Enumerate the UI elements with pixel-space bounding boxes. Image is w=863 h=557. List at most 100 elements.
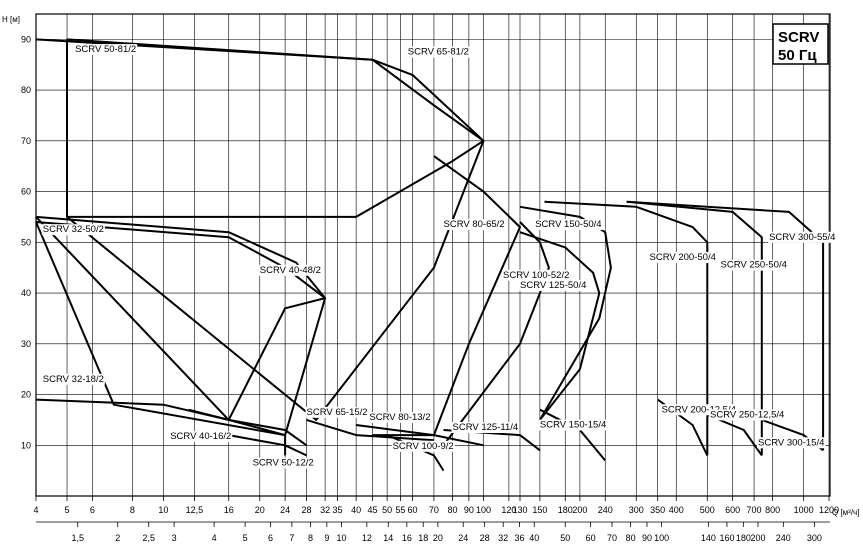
x-tick-label-ls: 40 xyxy=(529,533,539,543)
x-tick-label-m3h: 100 xyxy=(476,505,491,515)
x-axis-title: Q [м³/ч] xyxy=(832,508,859,517)
curve-label: SCRV 32-50/2 xyxy=(43,224,104,235)
x-tick-label-ls: 90 xyxy=(642,533,652,543)
y-tick-label: 20 xyxy=(21,390,31,400)
x-tick-label-m3h: 16 xyxy=(224,505,234,515)
curve-label: SCRV 200-50/4 xyxy=(650,252,716,263)
x-tick-label-ls: 1,5 xyxy=(71,533,84,543)
x-tick-label-ls: 24 xyxy=(458,533,468,543)
x-tick-label-ls: 7 xyxy=(289,533,294,543)
x-tick-label-ls: 32 xyxy=(498,533,508,543)
x-tick-label-m3h: 350 xyxy=(650,505,665,515)
curve-label: SCRV 32-18/2 xyxy=(43,374,104,385)
curve-7 xyxy=(442,221,550,446)
x-tick-label-ls: 2 xyxy=(115,533,120,543)
x-tick-label-m3h: 700 xyxy=(747,505,762,515)
x-tick-label-m3h: 12,5 xyxy=(186,505,204,515)
x-tick-label-m3h: 130 xyxy=(512,505,527,515)
x-tick-label-ls: 6 xyxy=(268,533,273,543)
x-tick-label-m3h: 600 xyxy=(725,505,740,515)
x-tick-label-ls: 60 xyxy=(586,533,596,543)
y-axis-title: H [м] xyxy=(2,15,20,24)
x-tick-label-m3h: 5 xyxy=(65,505,70,515)
x-tick-label-m3h: 400 xyxy=(669,505,684,515)
x-tick-label-m3h: 35 xyxy=(333,505,343,515)
x-tick-label-m3h: 24 xyxy=(280,505,290,515)
curve-label: SCRV 250-50/4 xyxy=(721,260,787,271)
x-tick-label-m3h: 20 xyxy=(255,505,265,515)
x-tick-label-ls: 18 xyxy=(418,533,428,543)
x-tick-label-m3h: 4 xyxy=(33,505,38,515)
y-tick-label: 50 xyxy=(21,237,31,247)
x-tick-label-m3h: 180 xyxy=(558,505,573,515)
x-tick-label-m3h: 500 xyxy=(700,505,715,515)
x-tick-label-ls: 9 xyxy=(324,533,329,543)
curve-14 xyxy=(228,434,307,457)
x-tick-label-ls: 200 xyxy=(750,533,765,543)
curve-label: SCRV 125-11/4 xyxy=(453,422,519,433)
x-tick-label-m3h: 1000 xyxy=(794,505,814,515)
x-tick-label-ls: 12 xyxy=(362,533,372,543)
curve-15 xyxy=(306,418,434,442)
curve-8 xyxy=(519,231,601,421)
x-tick-label-m3h: 800 xyxy=(765,505,780,515)
curve-label: SCRV 40-16/2 xyxy=(170,431,231,442)
curve-2 xyxy=(66,38,485,421)
curve-label: SCRV 80-13/2 xyxy=(369,412,430,423)
x-tick-label-ls: 16 xyxy=(402,533,412,543)
x-tick-label-ls: 300 xyxy=(807,533,822,543)
x-tick-label-m3h: 6 xyxy=(90,505,95,515)
x-tick-label-ls: 8 xyxy=(308,533,313,543)
curve-11 xyxy=(626,200,825,451)
x-tick-label-m3h: 50 xyxy=(382,505,392,515)
x-tick-label-m3h: 32 xyxy=(320,505,330,515)
x-tick-label-m3h: 200 xyxy=(572,505,587,515)
chart-subtitle: 50 Гц xyxy=(778,47,817,64)
curve-16 xyxy=(355,424,484,447)
y-tick-label: 40 xyxy=(21,288,31,298)
x-tick-label-m3h: 1200 xyxy=(819,505,839,515)
y-tick-label: 60 xyxy=(21,187,31,197)
curve-label: SCRV 100-52/2 xyxy=(503,270,569,281)
title-box: SCRV 50 Гц xyxy=(772,23,829,65)
x-tick-label-m3h: 300 xyxy=(629,505,644,515)
x-tick-label-m3h: 8 xyxy=(130,505,135,515)
x-tick-label-m3h: 240 xyxy=(598,505,613,515)
curve-4 xyxy=(35,221,327,437)
y-tick-label: 10 xyxy=(21,440,31,450)
curve-label: SCRV 250-12,5/4 xyxy=(710,409,784,420)
curve-label: SCRV 80-65/2 xyxy=(444,219,505,230)
x-tick-label-m3h: 70 xyxy=(429,505,439,515)
chart-title: SCRV xyxy=(778,29,819,46)
x-tick-label-ls: 36 xyxy=(515,533,525,543)
curve-label: SCRV 100-9/2 xyxy=(393,441,454,452)
y-tick-label: 30 xyxy=(21,339,31,349)
x-tick-label-ls: 3 xyxy=(172,533,177,543)
curve-9 xyxy=(544,200,709,456)
x-tick-label-m3h: 40 xyxy=(351,505,361,515)
y-tick-label: 70 xyxy=(21,136,31,146)
curve-label: SCRV 65-81/2 xyxy=(408,47,469,58)
curve-21 xyxy=(706,413,763,456)
curve-label: SCRV 65-15/2 xyxy=(307,407,368,418)
x-tick-label-m3h: 80 xyxy=(447,505,457,515)
x-tick-label-m3h: 28 xyxy=(302,505,312,515)
curve-10 xyxy=(626,200,763,456)
curve-label: SCRV 125-50/4 xyxy=(520,280,586,291)
x-tick-label-m3h: 60 xyxy=(407,505,417,515)
x-tick-label-ls: 20 xyxy=(433,533,443,543)
x-tick-label-ls: 70 xyxy=(607,533,617,543)
curve-5 xyxy=(372,155,521,437)
x-tick-label-m3h: 10 xyxy=(158,505,168,515)
curve-labels: SCRV 50-81/2 SCRV 65-81/2 SCRV 32-50/2 SCRV… xyxy=(41,44,837,469)
y-tick-label: 90 xyxy=(21,34,31,44)
x-tick-label-m3h: 90 xyxy=(464,505,474,515)
curve-label: SCRV 150-50/4 xyxy=(535,219,601,230)
curve-label: SCRV 150-15/4 xyxy=(540,420,606,431)
x-tick-label-ls: 5 xyxy=(243,533,248,543)
x-tick-label-ls: 14 xyxy=(383,533,393,543)
y-tick-label: 80 xyxy=(21,85,31,95)
x-tick-label-ls: 4 xyxy=(212,533,217,543)
curve-label: SCRV 50-12/2 xyxy=(253,458,314,469)
